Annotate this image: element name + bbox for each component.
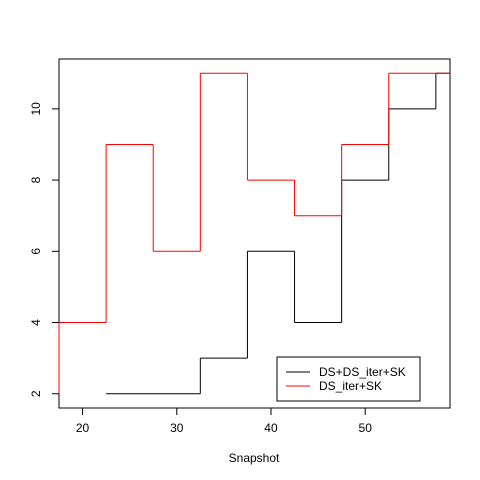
y-tick-label: 6 xyxy=(29,248,43,255)
legend-label: DS+DS_iter+SK xyxy=(319,365,406,379)
x-tick-label: 20 xyxy=(76,421,90,435)
y-tick-label: 2 xyxy=(29,390,43,397)
plot-frame xyxy=(58,58,451,409)
x-tick-label: 30 xyxy=(170,421,184,435)
x-tick-label: 50 xyxy=(359,421,373,435)
series-2 xyxy=(58,72,450,394)
legend-box xyxy=(276,356,421,402)
y-tick-label: 4 xyxy=(29,319,43,326)
x-axis-title: Snapshot xyxy=(229,451,280,465)
x-tick-label: 40 xyxy=(264,421,278,435)
x-axis: 20 30 40 50 xyxy=(76,407,373,435)
legend-label: DS_iter+SK xyxy=(319,379,382,393)
series-1 xyxy=(106,72,450,395)
y-tick-label: 8 xyxy=(29,176,43,183)
y-tick-label: 10 xyxy=(29,102,43,116)
series-layer xyxy=(58,72,450,395)
y-axis: 2 4 6 8 10 xyxy=(29,102,60,397)
